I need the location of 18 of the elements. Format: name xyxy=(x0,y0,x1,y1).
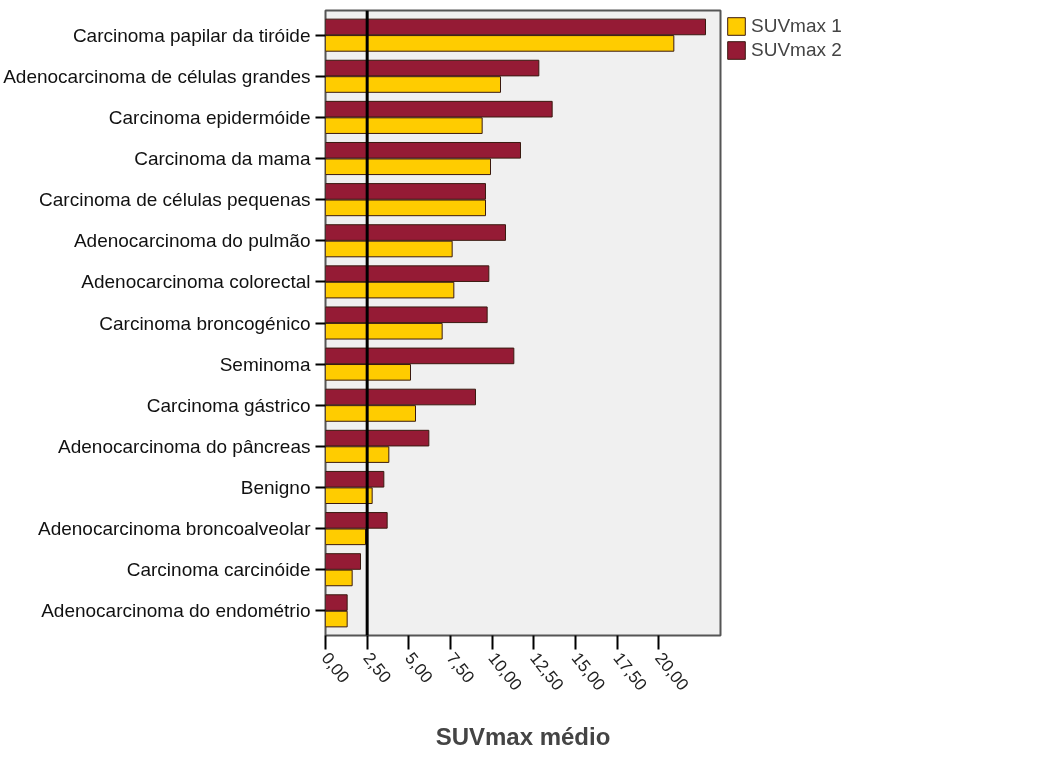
y-tick-label: Adenocarcinoma do pulmão xyxy=(73,230,311,252)
y-tick-label: Adenocarcinoma do endométrio xyxy=(41,600,311,622)
y-tick-label: Carcinoma broncogénico xyxy=(99,312,311,334)
y-tick-label: Carcinoma gástrico xyxy=(146,394,311,416)
y-tick-label: Carcinoma carcinóide xyxy=(126,559,311,581)
y-tick-label: Adenocarcinoma de células grandes xyxy=(3,65,311,87)
y-tick-label: Adenocarcinoma do pâncreas xyxy=(58,435,311,457)
y-tick-label: Carcinoma papilar da tiróide xyxy=(72,24,311,46)
y-tick-label: Seminoma xyxy=(219,353,311,375)
x-axis-title: SUVmax médio xyxy=(435,723,611,751)
y-tick-label: Carcinoma epidermóide xyxy=(108,106,311,128)
legend-label: SUVmax 1 xyxy=(751,15,842,37)
y-tick-label: Adenocarcinoma colorectal xyxy=(81,271,311,293)
y-tick-label: Carcinoma da mama xyxy=(134,148,311,170)
y-tick-label: Adenocarcinoma broncoalveolar xyxy=(38,518,312,540)
y-tick-label: Carcinoma de células pequenas xyxy=(39,189,311,211)
legend-label: SUVmax 2 xyxy=(751,39,842,61)
y-tick-label: Benigno xyxy=(240,476,311,498)
